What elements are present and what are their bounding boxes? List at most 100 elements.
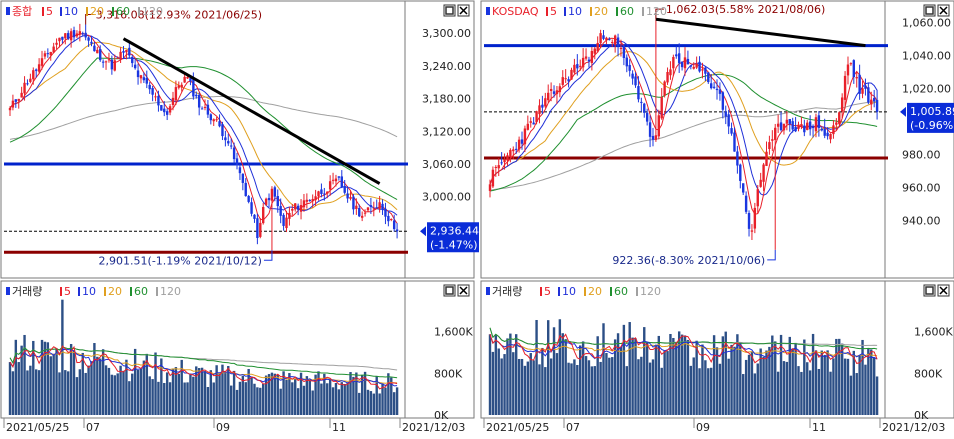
volume-bar xyxy=(136,369,140,415)
candle-body xyxy=(506,155,509,161)
candle-body xyxy=(584,56,588,59)
candle-body xyxy=(698,61,701,72)
volume-bar xyxy=(186,382,189,415)
candle-body xyxy=(218,121,221,127)
volume-bar xyxy=(163,382,166,415)
candle-body xyxy=(861,88,864,94)
volume-bar xyxy=(547,320,550,415)
volume-bar xyxy=(605,353,608,415)
volume-bar xyxy=(189,373,192,415)
volume-bar xyxy=(808,370,812,415)
candle-body xyxy=(355,205,358,209)
candle-body xyxy=(58,37,61,42)
candle-body xyxy=(270,188,274,201)
volume-bar xyxy=(212,382,215,415)
volume-legend-label-ma5: 5 xyxy=(64,285,71,298)
volume-legend-swatch xyxy=(636,287,638,296)
volume-bar xyxy=(596,336,599,415)
candle-body xyxy=(305,199,309,202)
volume-ma20-line xyxy=(489,334,878,357)
volume-legend-label-ma60: 60 xyxy=(134,285,148,298)
x-axis-label: 11 xyxy=(812,421,826,434)
candle-body xyxy=(131,56,134,64)
volume-bar xyxy=(826,350,829,415)
volume-bar xyxy=(302,385,306,415)
candle-body xyxy=(660,97,663,119)
volume-bar xyxy=(721,336,725,415)
legend-swatch xyxy=(112,7,114,16)
candle-body xyxy=(555,90,559,95)
low-annotation: 922.36(-8.30% 2021/10/06) xyxy=(612,254,765,267)
price-panel-title: KOSDAQ xyxy=(492,5,539,18)
price-axis-tick: 940.00 xyxy=(902,215,941,228)
candle-body xyxy=(375,207,378,209)
volume-bar xyxy=(125,359,128,415)
legend-label-ma60: 60 xyxy=(116,5,130,18)
candle-body xyxy=(192,79,195,97)
candle-body xyxy=(794,126,797,132)
candle-body xyxy=(186,76,189,79)
volume-bar xyxy=(46,342,50,415)
legend-marker xyxy=(486,7,490,15)
volume-bar xyxy=(320,383,323,415)
volume-bar xyxy=(363,371,367,415)
candle-body xyxy=(797,124,800,129)
trend-line xyxy=(122,37,381,185)
candle-body xyxy=(547,92,550,101)
volume-bar xyxy=(835,338,838,415)
candle-body xyxy=(23,82,26,94)
candle-body xyxy=(177,85,181,88)
candle-body xyxy=(285,217,288,229)
volume-bar xyxy=(788,336,791,415)
candle-body xyxy=(61,36,64,40)
volume-bar xyxy=(29,365,32,415)
legend-label-ma120: 120 xyxy=(142,5,163,18)
volume-bar xyxy=(663,350,666,415)
high-annotation: 1,062.03(5.58% 2021/08/06) xyxy=(666,3,825,16)
candle-body xyxy=(52,46,55,53)
volume-bar xyxy=(811,333,815,415)
low-marker xyxy=(767,249,776,261)
candle-body xyxy=(544,98,547,107)
legend-label-ma20: 20 xyxy=(594,5,608,18)
candle-body xyxy=(858,74,861,94)
candle-body xyxy=(753,207,757,229)
candle-body xyxy=(686,58,690,65)
candle-body xyxy=(302,200,306,208)
candle-body xyxy=(712,86,716,88)
volume-bar xyxy=(133,348,137,415)
candle-body xyxy=(689,65,693,67)
candle-body xyxy=(99,49,102,61)
maximize-button[interactable] xyxy=(923,4,936,17)
volume-bar xyxy=(803,339,806,415)
volume-maximize-button[interactable] xyxy=(923,284,936,297)
volume-bar xyxy=(602,323,605,415)
candle-body xyxy=(212,119,215,122)
candle-body xyxy=(538,105,541,115)
volume-bar xyxy=(599,361,602,415)
low-annotation: 2,901.51(-1.19% 2021/10/12) xyxy=(99,254,262,267)
candle-body xyxy=(116,57,119,59)
volume-legend-label-ma10: 10 xyxy=(82,285,96,298)
candle-body xyxy=(180,84,183,88)
candle-body xyxy=(581,57,585,68)
candle-body xyxy=(704,67,707,74)
candle-body xyxy=(157,95,160,106)
candle-body xyxy=(488,184,492,191)
price-axis-tick: 3,300.00 xyxy=(422,27,471,40)
volume-bar xyxy=(337,389,341,415)
volume-bar xyxy=(724,331,727,415)
candle-body xyxy=(163,108,166,113)
volume-bar xyxy=(870,349,873,415)
volume-legend-swatch xyxy=(156,287,158,296)
volume-bar xyxy=(774,341,777,415)
candle-body xyxy=(727,114,730,127)
volume-axis-tick: 800K xyxy=(434,367,463,380)
volume-maximize-button[interactable] xyxy=(443,284,456,297)
candle-body xyxy=(84,32,87,38)
candle-body xyxy=(104,61,108,63)
maximize-button[interactable] xyxy=(443,4,456,17)
volume-bar xyxy=(704,360,707,415)
candle-body xyxy=(666,71,669,83)
